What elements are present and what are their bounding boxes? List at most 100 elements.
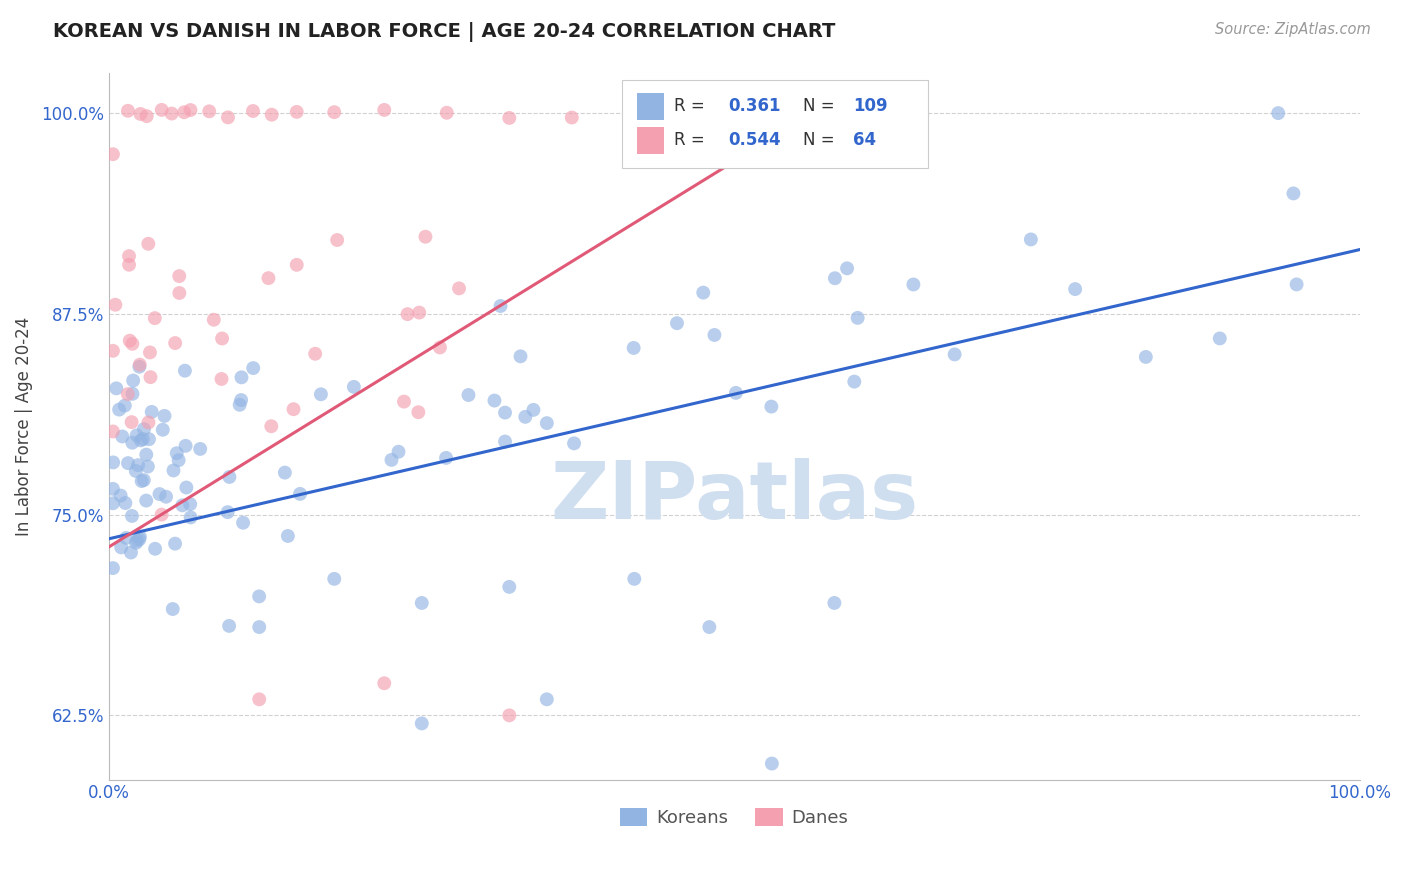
- Point: [1019, 232, 1042, 246]
- Point: [699, 620, 721, 634]
- Point: [143, 311, 166, 326]
- Point: [101, 496, 124, 510]
- Point: [411, 596, 433, 610]
- Point: [408, 305, 430, 319]
- Text: 0.361: 0.361: [728, 97, 780, 115]
- Point: [824, 271, 846, 285]
- Point: [231, 392, 253, 407]
- Point: [285, 258, 308, 272]
- Point: [131, 474, 153, 488]
- Point: [257, 271, 280, 285]
- Point: [136, 236, 159, 251]
- Point: [260, 419, 283, 434]
- Text: R =: R =: [675, 131, 704, 149]
- Point: [128, 358, 150, 372]
- Point: [1209, 331, 1232, 345]
- Point: [125, 428, 148, 442]
- Point: [180, 510, 202, 524]
- Point: [118, 258, 141, 272]
- Point: [835, 261, 858, 276]
- Point: [692, 285, 714, 300]
- Point: [373, 676, 395, 690]
- Point: [121, 435, 143, 450]
- Point: [232, 516, 254, 530]
- Point: [1064, 282, 1087, 296]
- Point: [114, 496, 136, 510]
- Point: [160, 106, 183, 120]
- Point: [387, 444, 409, 458]
- Point: [434, 450, 457, 465]
- Point: [761, 400, 783, 414]
- Point: [274, 466, 297, 480]
- Point: [135, 448, 157, 462]
- Point: [174, 439, 197, 453]
- Point: [761, 756, 783, 771]
- Point: [436, 105, 458, 120]
- Point: [127, 458, 149, 472]
- Point: [152, 423, 174, 437]
- Point: [509, 349, 531, 363]
- Point: [165, 336, 187, 351]
- Point: [135, 109, 157, 123]
- Point: [128, 533, 150, 547]
- Point: [247, 620, 270, 634]
- Point: [117, 387, 139, 401]
- Point: [522, 403, 544, 417]
- Point: [172, 498, 194, 512]
- Point: [150, 103, 173, 117]
- Point: [110, 541, 132, 555]
- Point: [135, 493, 157, 508]
- Point: [141, 405, 163, 419]
- Point: [202, 312, 225, 326]
- Point: [343, 380, 366, 394]
- Point: [132, 473, 155, 487]
- Point: [198, 104, 221, 119]
- Point: [288, 487, 311, 501]
- Point: [724, 385, 747, 400]
- Point: [211, 372, 233, 386]
- Point: [247, 692, 270, 706]
- Point: [162, 463, 184, 477]
- Point: [129, 434, 152, 448]
- Point: [101, 455, 124, 469]
- Point: [105, 381, 128, 395]
- Point: [129, 107, 152, 121]
- Point: [101, 343, 124, 358]
- Point: [155, 490, 177, 504]
- Y-axis label: In Labor Force | Age 20-24: In Labor Force | Age 20-24: [15, 317, 32, 536]
- Point: [115, 531, 138, 545]
- Point: [118, 249, 141, 263]
- Point: [447, 281, 470, 295]
- Point: [562, 436, 585, 450]
- Point: [285, 104, 308, 119]
- Point: [211, 331, 233, 345]
- Point: [1285, 277, 1308, 292]
- Point: [536, 692, 558, 706]
- Point: [167, 269, 190, 284]
- Point: [623, 341, 645, 355]
- Point: [101, 147, 124, 161]
- Point: [108, 402, 131, 417]
- Point: [396, 307, 419, 321]
- Point: [136, 459, 159, 474]
- Point: [415, 229, 437, 244]
- Point: [122, 374, 145, 388]
- Point: [943, 347, 966, 361]
- Point: [114, 399, 136, 413]
- Point: [515, 409, 537, 424]
- Point: [536, 416, 558, 430]
- Point: [623, 572, 645, 586]
- Point: [429, 341, 451, 355]
- Text: 0.544: 0.544: [728, 131, 780, 149]
- Point: [125, 464, 148, 478]
- Point: [121, 415, 143, 429]
- Point: [498, 580, 520, 594]
- Point: [309, 387, 332, 401]
- Point: [121, 386, 143, 401]
- Point: [138, 432, 160, 446]
- Point: [132, 432, 155, 446]
- Point: [304, 347, 326, 361]
- Text: N =: N =: [803, 97, 835, 115]
- Point: [166, 446, 188, 460]
- Point: [498, 708, 520, 723]
